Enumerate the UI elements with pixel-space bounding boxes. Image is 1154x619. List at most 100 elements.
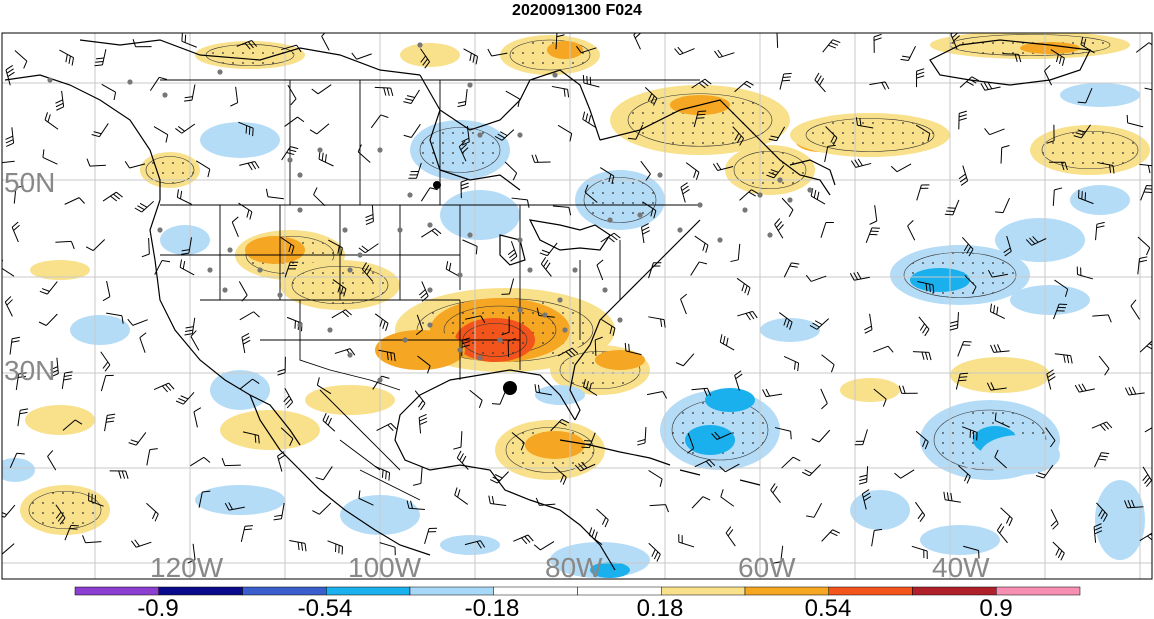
wind-barb — [995, 197, 1010, 214]
wind-barb — [811, 429, 831, 443]
significance-contour — [205, 44, 295, 66]
wind-barb — [102, 280, 111, 302]
wind-barb — [13, 185, 24, 204]
wind-barb — [869, 205, 878, 225]
wind-barb — [490, 471, 509, 484]
wind-barb — [540, 256, 552, 277]
station-dot — [697, 202, 703, 208]
station-dot — [297, 322, 303, 328]
wind-barb — [739, 189, 759, 201]
station-dot — [517, 307, 523, 313]
wind-barb — [772, 545, 784, 564]
wind-barb — [958, 165, 969, 186]
wind-barb — [551, 85, 570, 98]
wind-barb — [806, 502, 823, 518]
wind-barb — [424, 527, 438, 544]
wind-barb — [822, 39, 841, 53]
wind-barb — [1050, 509, 1059, 530]
station-dot — [342, 227, 348, 233]
wind-barb — [461, 337, 471, 357]
wind-barb — [810, 188, 826, 205]
station-dot — [407, 192, 413, 198]
wind-barb — [180, 237, 192, 255]
anomaly-blob — [1070, 185, 1130, 215]
colorbar-swatch — [912, 586, 997, 596]
anomaly-blob — [210, 370, 270, 410]
wind-barb — [768, 126, 786, 142]
wind-barb — [181, 33, 197, 48]
wind-barb — [588, 527, 603, 546]
station-dot — [162, 92, 168, 98]
wind-barb — [55, 90, 65, 111]
map-frame — [1, 32, 1153, 580]
wind-barb — [85, 239, 106, 252]
wind-barb — [265, 188, 284, 200]
map-title: 2020091300 F024 — [512, 2, 642, 19]
station-dot — [742, 207, 748, 213]
anomaly-blob — [25, 405, 95, 435]
wind-barb — [720, 489, 735, 507]
wind-barb — [1135, 42, 1152, 53]
wind-barb — [357, 144, 371, 163]
wind-barb — [957, 465, 971, 484]
wind-barb — [231, 216, 239, 238]
wind-barb — [648, 470, 663, 487]
station-dot — [427, 322, 433, 328]
lat-label-50n: 50N — [4, 167, 55, 198]
wind-barb — [504, 161, 518, 181]
wind-barb — [403, 123, 421, 138]
wind-barb — [64, 524, 79, 541]
wind-barb — [762, 388, 783, 398]
wind-barb — [1139, 532, 1152, 542]
grid-lines — [2, 33, 1152, 579]
wind-barb — [574, 461, 596, 472]
wind-barb — [1046, 124, 1055, 144]
wind-barb — [507, 241, 518, 262]
wind-barb — [287, 84, 297, 106]
wind-barb — [814, 72, 826, 93]
wind-barb — [864, 313, 873, 334]
wind-barb — [277, 451, 286, 472]
wind-barb — [1137, 236, 1151, 256]
wind-barb — [190, 456, 211, 467]
wind-barb — [821, 529, 841, 542]
wind-barb — [236, 39, 258, 50]
wind-barb — [104, 413, 116, 432]
wind-barb — [600, 167, 615, 184]
anomaly-blob — [590, 562, 630, 578]
colorbar-swatch — [158, 586, 243, 596]
wind-barbs — [2, 33, 1152, 564]
station-dots — [47, 42, 813, 383]
wind-barb — [1076, 266, 1094, 280]
colorbar-swatch — [493, 586, 578, 596]
wind-barb — [9, 336, 21, 355]
wind-barb — [408, 162, 422, 179]
wind-barb — [855, 117, 874, 129]
wind-barb — [2, 543, 15, 555]
colorbar-label-0-9: 0.9 — [979, 595, 1012, 619]
wind-barb — [594, 336, 603, 356]
wind-barb — [957, 341, 972, 357]
wind-barb — [624, 342, 642, 356]
wind-barb — [644, 87, 658, 106]
colorbar-swatch — [242, 586, 327, 596]
station-dot — [227, 247, 233, 253]
colorbar-label-0-18: 0.18 — [637, 595, 684, 619]
wind-barb — [284, 261, 299, 278]
wind-barb — [916, 184, 930, 201]
wind-barb — [553, 466, 567, 485]
wind-barb — [1025, 236, 1047, 246]
wind-barb — [734, 80, 754, 93]
wind-barb — [153, 126, 169, 143]
lon-label-80w: 80W — [545, 552, 603, 583]
wind-barb — [316, 377, 332, 395]
wind-barb — [911, 545, 928, 559]
wind-barb — [714, 49, 735, 59]
wind-barb — [648, 262, 662, 279]
wind-barb — [505, 90, 521, 107]
wind-barb — [86, 158, 106, 167]
wind-barb — [783, 355, 800, 372]
anomaly-blob — [840, 378, 900, 402]
wind-barb — [961, 236, 974, 257]
wind-barb — [280, 236, 295, 255]
